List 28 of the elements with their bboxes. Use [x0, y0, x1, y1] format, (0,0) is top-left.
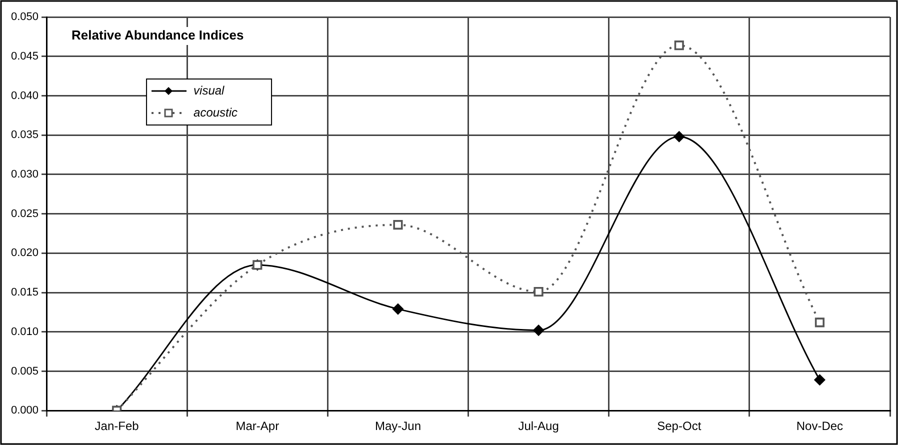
y-tick-label: 0.045 [10, 50, 39, 62]
legend-label: visual [194, 83, 225, 98]
x-tick-label: Mar-Apr [236, 419, 280, 434]
y-tick-label: 0.015 [10, 286, 39, 299]
x-tick-label: Jul-Aug [518, 419, 559, 434]
point [674, 40, 684, 50]
point [392, 304, 404, 314]
y-tick-label: 0.030 [10, 168, 39, 180]
text: Relative Abundance Indices [72, 28, 244, 43]
y-tick-label: 0.040 [10, 90, 39, 102]
y-tick-label: 0.050 [10, 11, 39, 24]
point [814, 318, 824, 328]
x-tick-label: Nov-Dec [796, 419, 844, 434]
point [393, 220, 403, 230]
x-tick-label: Jan-Feb [94, 419, 140, 434]
point [814, 374, 826, 386]
point [533, 324, 544, 336]
y-tick-label: 0.035 [10, 129, 39, 142]
point [534, 286, 544, 297]
point [674, 131, 685, 142]
x-tick-label: May-Jun [374, 419, 421, 434]
y-tick-label: 0.005 [10, 365, 39, 378]
x-tick-label: Sep-Oct [657, 419, 702, 434]
y-tick-label: 0.010 [10, 326, 39, 338]
y-tick-label: 0.025 [10, 208, 39, 220]
y-tick-label: 0.020 [10, 247, 39, 260]
y-tick-label: 0.000 [10, 404, 39, 417]
legend-label: acoustic [194, 105, 238, 120]
